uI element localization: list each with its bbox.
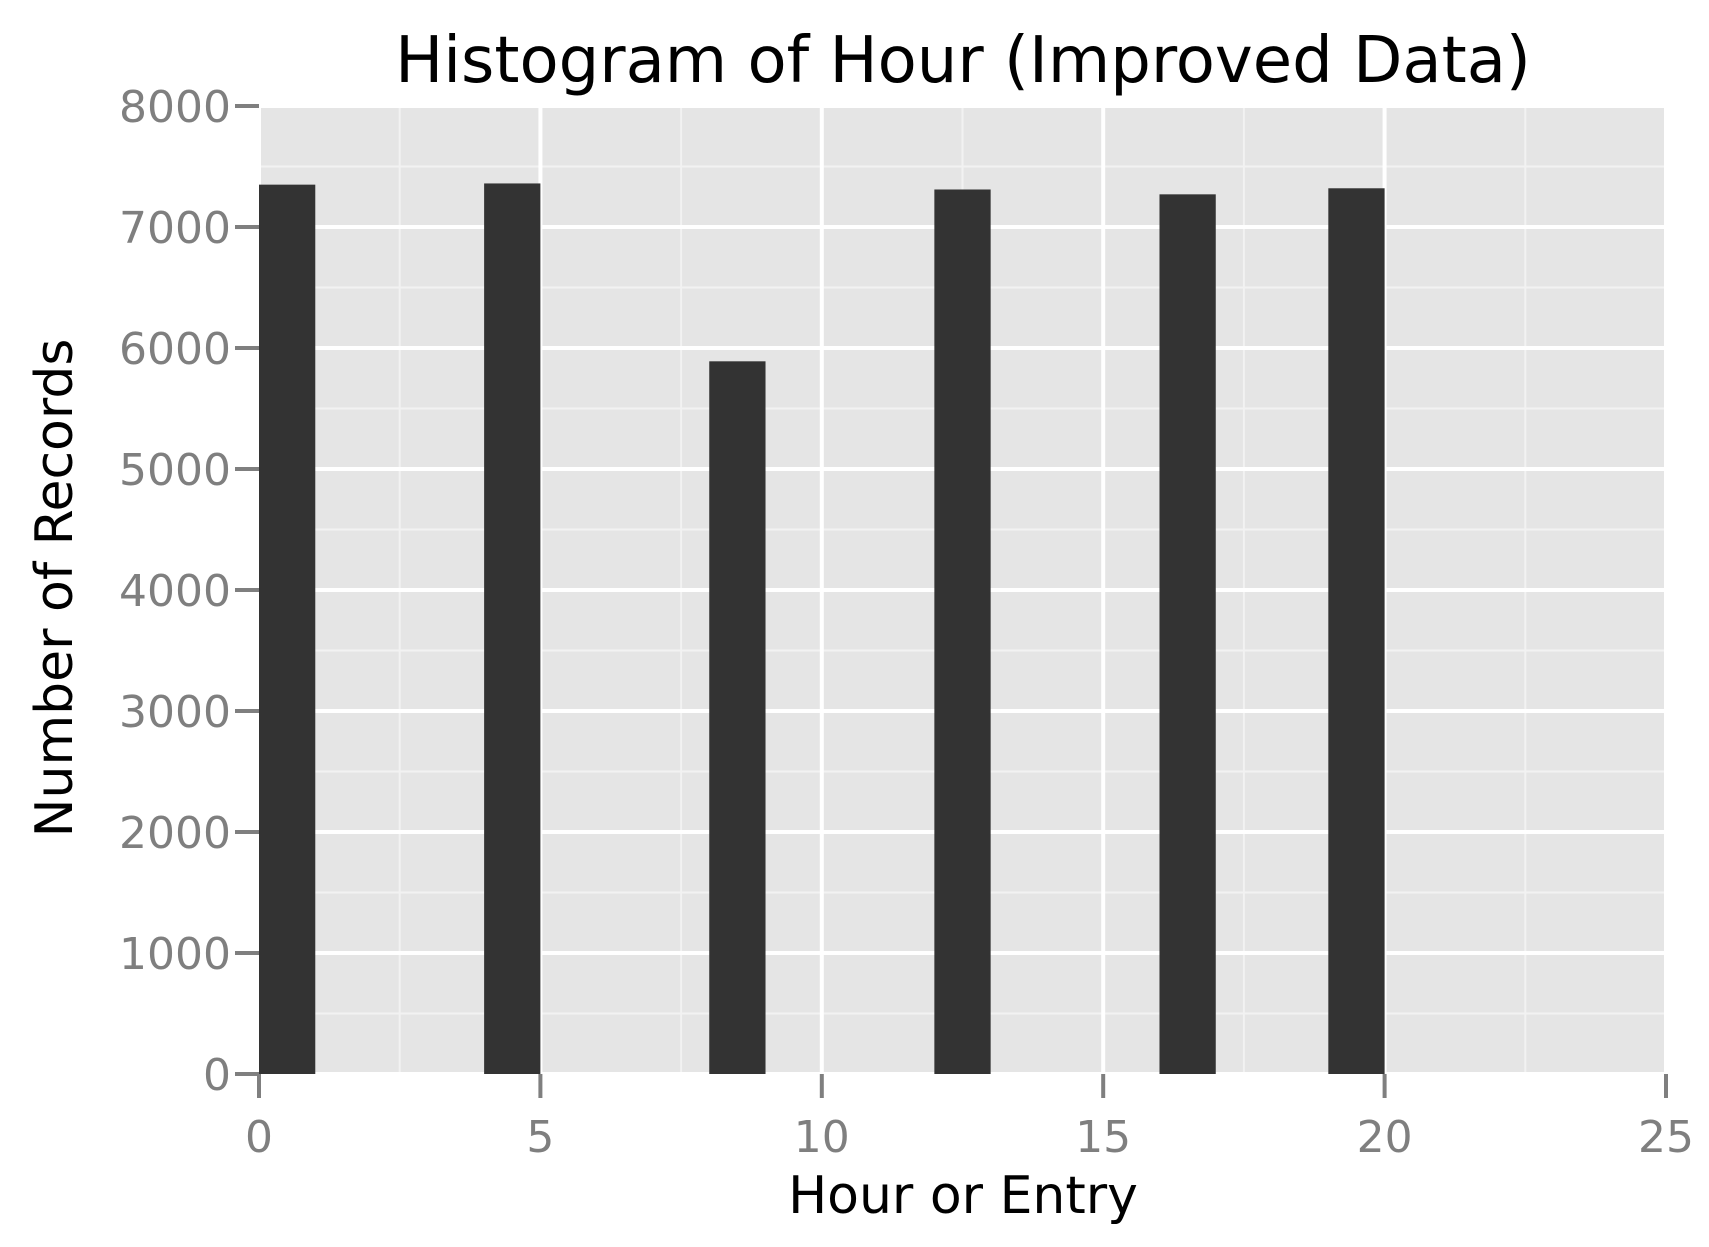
histogram-bar bbox=[934, 189, 991, 1075]
histogram-bar bbox=[1328, 188, 1385, 1074]
y-tick-label: 5000 bbox=[119, 445, 231, 496]
y-tick-label: 1000 bbox=[119, 929, 231, 980]
axis-ticks bbox=[235, 104, 1668, 1098]
y-tick-label: 2000 bbox=[119, 808, 231, 859]
y-tick-label: 8000 bbox=[119, 82, 231, 133]
x-tick-label: 20 bbox=[1357, 1112, 1413, 1163]
y-tick-label: 7000 bbox=[119, 203, 231, 254]
x-tick-label: 0 bbox=[245, 1112, 273, 1163]
x-tick-labels: 0 5 10 15 20 25 bbox=[245, 1112, 1694, 1163]
y-tick-label: 3000 bbox=[119, 687, 231, 738]
chart-title: Histogram of Hour (Improved Data) bbox=[395, 24, 1531, 98]
histogram-bar bbox=[709, 361, 766, 1074]
y-tick-label: 4000 bbox=[119, 566, 231, 617]
x-axis-title: Hour or Entry bbox=[788, 1166, 1138, 1226]
histogram-bar bbox=[259, 184, 316, 1074]
y-tick-label: 0 bbox=[203, 1050, 231, 1101]
x-tick-label: 15 bbox=[1075, 1112, 1131, 1163]
x-tick-label: 5 bbox=[526, 1112, 554, 1163]
x-tick-label: 10 bbox=[794, 1112, 850, 1163]
histogram-bar bbox=[484, 183, 541, 1074]
y-axis-title: Number of Records bbox=[25, 339, 85, 838]
x-tick-label: 25 bbox=[1638, 1112, 1694, 1163]
histogram-bar bbox=[1159, 194, 1216, 1074]
y-tick-labels: 0 1000 2000 3000 4000 5000 6000 7000 8000 bbox=[119, 82, 231, 1101]
y-tick-label: 6000 bbox=[119, 324, 231, 375]
bars bbox=[259, 183, 1385, 1075]
